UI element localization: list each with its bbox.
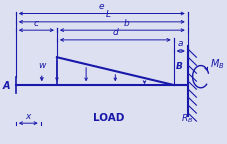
Text: B: B: [176, 62, 183, 71]
Text: d: d: [112, 28, 118, 37]
Text: e: e: [99, 2, 105, 11]
Text: LOAD: LOAD: [93, 113, 125, 123]
Text: b: b: [124, 19, 130, 28]
Text: L: L: [106, 10, 111, 19]
Text: $M_B$: $M_B$: [210, 57, 225, 71]
Text: a: a: [178, 39, 183, 49]
Text: $R_B$: $R_B$: [180, 112, 193, 125]
Text: A: A: [3, 81, 10, 91]
Text: w: w: [38, 61, 45, 70]
Text: c: c: [34, 19, 39, 28]
Text: x: x: [26, 112, 31, 121]
